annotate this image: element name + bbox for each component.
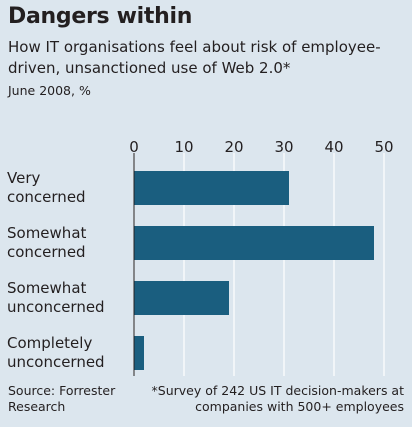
category-label: Somewhat xyxy=(7,224,87,242)
x-tick-label: 10 xyxy=(174,138,193,156)
category-label: concerned xyxy=(7,243,86,261)
footnote: *Survey of 242 US IT decision-makers at … xyxy=(151,383,404,414)
chart-subtitle: How IT organisations feel about risk of … xyxy=(8,38,381,77)
x-tick-label: 0 xyxy=(129,138,139,156)
bar xyxy=(134,226,374,260)
bar xyxy=(134,281,229,315)
source-note: Source: Forrester Research xyxy=(8,383,116,414)
x-tick-label: 40 xyxy=(324,138,343,156)
bar xyxy=(134,336,144,370)
category-label: unconcerned xyxy=(7,353,105,371)
category-label: unconcerned xyxy=(7,298,105,316)
category-label: concerned xyxy=(7,188,86,206)
chart-date-unit: June 2008, % xyxy=(8,83,91,98)
chart-title: Dangers within xyxy=(8,4,193,29)
category-label: Very xyxy=(7,169,40,187)
category-label: Somewhat xyxy=(7,279,87,297)
category-label: Completely xyxy=(7,334,92,352)
x-tick-label: 30 xyxy=(274,138,293,156)
x-tick-label: 20 xyxy=(224,138,243,156)
x-tick-label: 50 xyxy=(374,138,393,156)
bar xyxy=(134,171,289,205)
